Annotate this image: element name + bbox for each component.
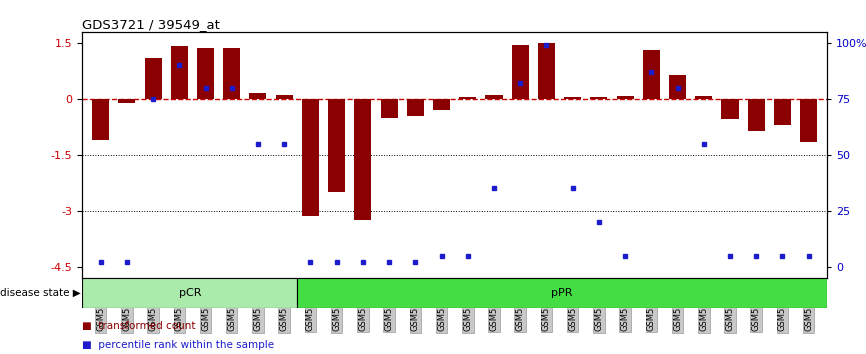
Bar xyxy=(354,99,372,220)
Text: pCR: pCR xyxy=(178,288,201,298)
Bar xyxy=(643,51,660,99)
Bar xyxy=(197,47,214,99)
Bar xyxy=(774,99,791,125)
Bar xyxy=(275,95,293,99)
Bar xyxy=(800,99,818,142)
Bar xyxy=(407,99,423,116)
Text: ■  percentile rank within the sample: ■ percentile rank within the sample xyxy=(82,341,275,350)
Bar xyxy=(297,278,827,308)
Bar xyxy=(92,99,109,140)
Text: disease state ▶: disease state ▶ xyxy=(0,288,81,298)
Bar xyxy=(459,97,476,99)
Bar xyxy=(617,96,634,99)
Bar xyxy=(564,97,581,99)
Bar xyxy=(302,99,319,216)
Bar xyxy=(171,46,188,99)
Bar xyxy=(433,99,450,110)
Bar xyxy=(380,99,397,118)
Bar xyxy=(669,75,686,99)
Bar xyxy=(747,99,765,131)
Bar xyxy=(512,45,529,99)
Text: GDS3721 / 39549_at: GDS3721 / 39549_at xyxy=(82,18,220,31)
Bar xyxy=(249,93,267,99)
Bar xyxy=(328,99,346,192)
Bar xyxy=(145,58,162,99)
Bar xyxy=(82,278,297,308)
Bar xyxy=(538,43,555,99)
Bar xyxy=(486,95,502,99)
Bar xyxy=(721,99,739,119)
Bar xyxy=(695,96,713,99)
Text: ■  transformed count: ■ transformed count xyxy=(82,321,196,331)
Text: pPR: pPR xyxy=(552,288,573,298)
Bar xyxy=(223,47,240,99)
Bar xyxy=(119,99,135,103)
Bar xyxy=(591,97,607,99)
